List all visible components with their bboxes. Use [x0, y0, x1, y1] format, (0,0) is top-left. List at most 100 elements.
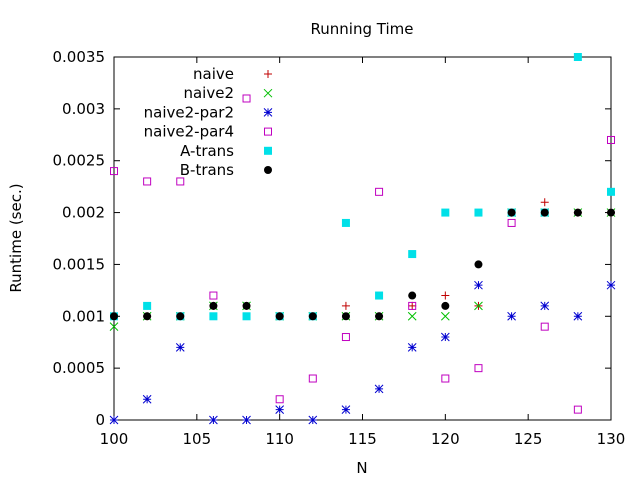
data-point — [375, 312, 384, 321]
data-point — [308, 374, 317, 383]
filled-circle-marker — [441, 301, 450, 310]
filled-circle-marker — [607, 208, 615, 217]
data-point — [440, 332, 450, 342]
y-tick-label: 0.003 — [62, 100, 105, 118]
data-point — [242, 301, 251, 310]
data-point — [341, 301, 350, 310]
data-point — [540, 301, 550, 311]
y-tick-label: 0.0035 — [53, 48, 106, 66]
data-point — [607, 187, 615, 196]
data-point — [573, 208, 582, 217]
data-point — [142, 394, 152, 404]
filled-circle-marker — [474, 260, 483, 269]
data-point — [607, 208, 615, 217]
legend-marker — [263, 88, 273, 98]
legend-label: A-trans — [180, 142, 234, 160]
data-point — [573, 405, 582, 414]
open-square-marker — [308, 374, 317, 383]
open-square-marker — [607, 135, 615, 144]
open-square-marker — [441, 374, 450, 383]
data-point — [573, 53, 582, 61]
data-point — [540, 198, 549, 207]
data-point — [275, 405, 285, 414]
filled-circle-marker — [408, 291, 417, 300]
data-point — [474, 301, 483, 311]
filled-square-marker — [408, 250, 417, 259]
filled-square-marker — [143, 301, 152, 310]
data-point — [242, 415, 251, 425]
filled-circle-marker — [110, 312, 118, 321]
filled-circle-marker — [573, 208, 582, 217]
cross-marker — [263, 88, 273, 98]
data-point — [441, 208, 450, 217]
data-point — [275, 312, 284, 321]
filled-circle-marker — [242, 301, 251, 310]
filled-square-marker — [474, 208, 483, 217]
open-square-marker — [507, 218, 516, 227]
data-point — [441, 301, 450, 310]
data-point — [176, 312, 185, 321]
x-tick-label: 115 — [348, 430, 377, 448]
data-point — [540, 208, 549, 217]
data-point — [408, 250, 417, 259]
star-marker — [175, 343, 185, 352]
filled-circle-marker — [308, 312, 317, 321]
data-point — [573, 311, 583, 321]
star-marker — [109, 415, 119, 425]
chart-title: Running Time — [311, 20, 414, 38]
x-tick-label: 125 — [514, 430, 543, 448]
data-point — [143, 312, 152, 321]
data-point — [440, 311, 450, 321]
data-point — [341, 312, 350, 321]
data-point — [341, 405, 351, 414]
open-square-marker — [264, 127, 272, 136]
series-naive — [110, 198, 615, 321]
plus-marker — [408, 301, 417, 310]
data-point — [209, 291, 218, 300]
x-axis: 100 105 110 115 120 125 130 — [100, 57, 626, 448]
star-marker — [275, 405, 285, 414]
series-naive2-par2 — [109, 280, 616, 425]
legend-label: naive2 — [183, 84, 234, 102]
x-tick-label: 130 — [597, 430, 626, 448]
star-marker — [573, 311, 583, 321]
x-tick-label: 100 — [100, 430, 129, 448]
filled-circle-marker — [176, 312, 185, 321]
cross-marker — [474, 301, 483, 311]
star-marker — [474, 280, 483, 290]
filled-circle-marker — [375, 312, 384, 321]
star-marker — [209, 415, 218, 425]
filled-circle-marker — [275, 312, 284, 321]
legend-marker — [264, 70, 272, 78]
filled-square-marker — [375, 291, 384, 300]
x-tick-label: 105 — [183, 430, 212, 448]
open-square-marker — [209, 291, 218, 300]
open-square-marker — [573, 405, 582, 414]
legend-label: naive2-par2 — [144, 103, 234, 121]
data-point — [110, 312, 118, 321]
data-point — [474, 260, 483, 269]
data-point — [375, 291, 384, 300]
filled-square-marker — [607, 187, 615, 196]
y-tick-label: 0 — [95, 411, 105, 429]
cross-marker — [440, 311, 450, 321]
star-marker — [407, 343, 417, 352]
filled-circle-marker — [507, 208, 516, 217]
data-point — [242, 312, 251, 321]
filled-circle-marker — [341, 312, 350, 321]
filled-square-marker — [341, 218, 350, 227]
open-square-marker — [341, 333, 350, 342]
cross-marker — [109, 322, 119, 332]
plus-marker — [264, 70, 272, 78]
series-naive2-par4 — [110, 94, 615, 414]
cross-marker — [407, 311, 417, 321]
data-point — [109, 322, 119, 332]
legend-marker — [264, 146, 272, 155]
star-marker — [263, 108, 273, 117]
star-marker — [242, 415, 251, 425]
filled-circle-marker — [209, 301, 218, 310]
legend-marker — [264, 166, 272, 174]
star-marker — [440, 332, 450, 342]
plus-marker — [341, 301, 350, 310]
